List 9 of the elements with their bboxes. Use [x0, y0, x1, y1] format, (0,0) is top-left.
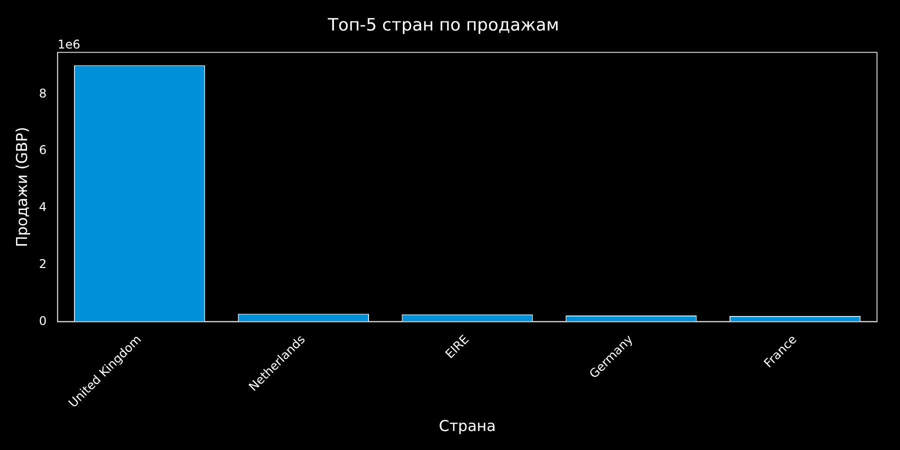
chart-title: Топ-5 стран по продажам: [326, 16, 560, 36]
y-tick-label: 4: [38, 200, 47, 214]
x-axis-title: Страна: [438, 416, 496, 435]
y-tick-label: 6: [38, 143, 47, 158]
y-axis-title: Продажи (GBP): [12, 126, 31, 248]
y-tick-label: 8: [38, 86, 47, 100]
text: 1e6: [58, 38, 80, 52]
y-tick-label: 0: [38, 314, 47, 328]
y-tick-label: 2: [38, 256, 47, 271]
